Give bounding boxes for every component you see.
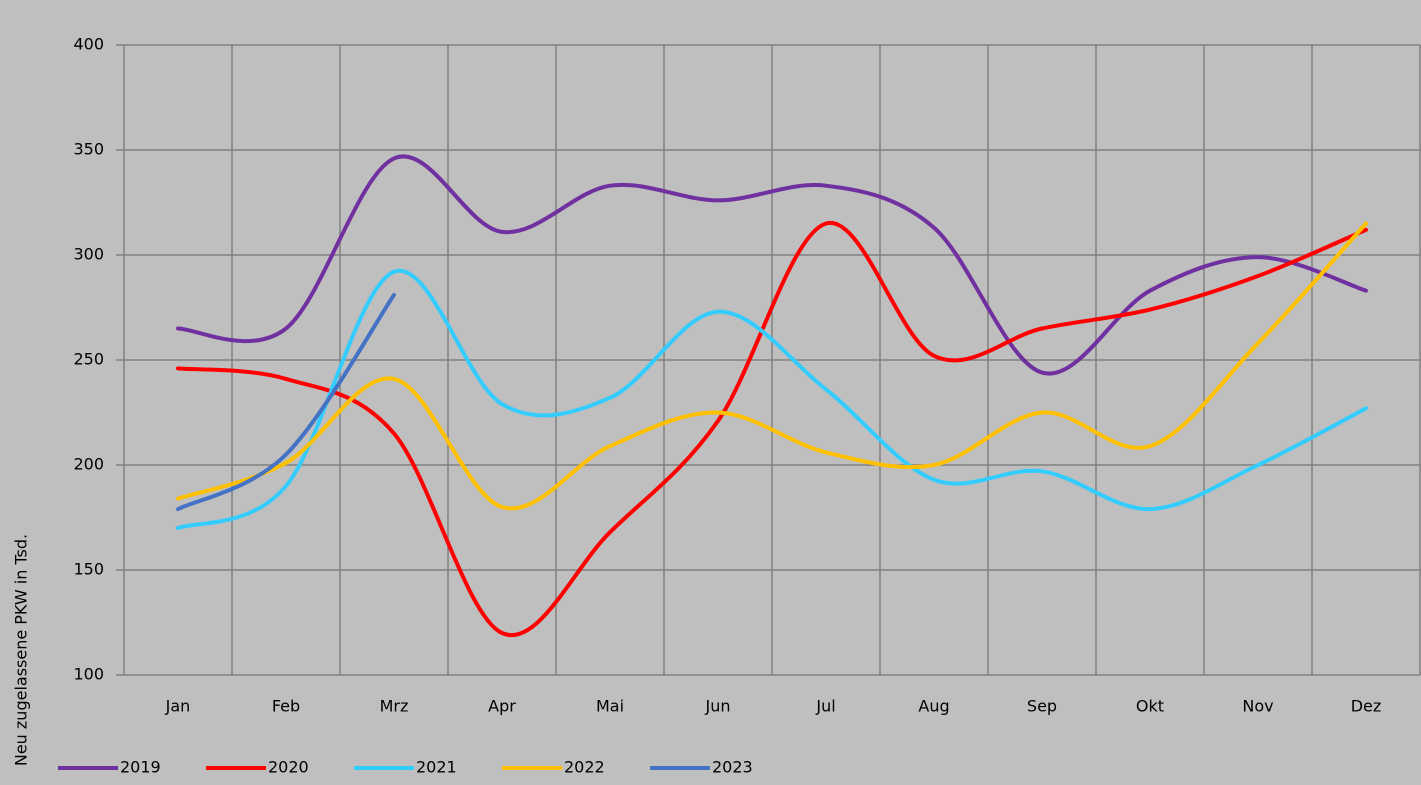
legend-label: 2019 [120,758,161,777]
y-tick-label: 250 [73,350,104,369]
y-tick-label: 350 [73,140,104,159]
x-tick-label: Apr [488,697,516,716]
legend-label: 2023 [712,758,753,777]
y-tick-label: 200 [73,455,104,474]
series-line [176,154,1368,376]
x-tick-label: Nov [1242,697,1273,716]
series-line [176,268,1368,530]
x-tick-label: Mai [596,697,624,716]
y-tick-label: 300 [73,245,104,264]
series-line [176,221,1368,638]
x-tick-label: Dez [1351,697,1382,716]
y-tick-label: 150 [73,560,104,579]
y-axis-label: Neu zugelassene PKW in Tsd. [12,534,31,766]
x-tick-label: Okt [1136,697,1164,716]
x-tick-label: Jan [165,697,191,716]
x-tick-label: Aug [918,697,949,716]
x-tick-label: Jul [815,697,835,716]
x-tick-label: Sep [1027,697,1057,716]
series-line [176,292,396,512]
y-tick-label: 400 [73,35,104,54]
x-tick-label: Jun [705,697,731,716]
y-tick-label: 100 [73,665,104,684]
series-line [176,221,1368,511]
x-tick-label: Mrz [380,697,409,716]
legend-label: 2022 [564,758,605,777]
legend-label: 2020 [268,758,309,777]
legend-label: 2021 [416,758,457,777]
x-tick-label: Feb [272,697,300,716]
